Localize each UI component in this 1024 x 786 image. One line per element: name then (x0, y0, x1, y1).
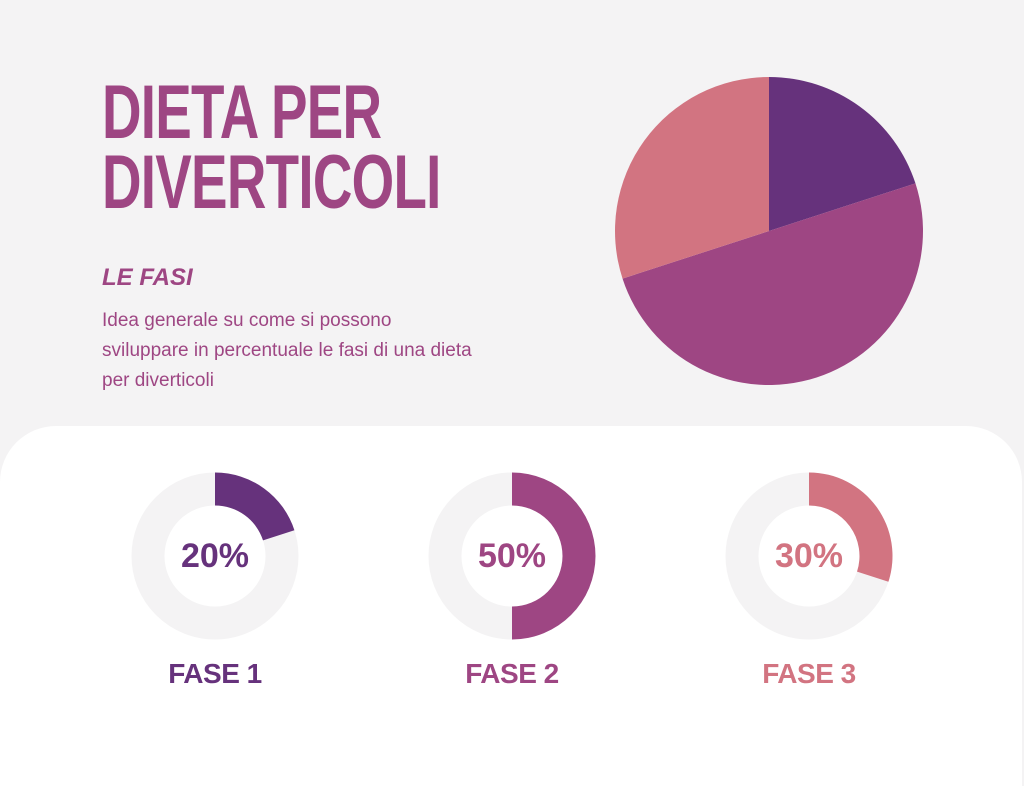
phase-2-donut: 50% (428, 472, 596, 640)
title-line-1: DIETA PER (102, 70, 382, 155)
page-title: DIETA PER DIVERTICOLI (102, 70, 441, 225)
phase-1-donut: 20% (131, 472, 299, 640)
phase-1-percent: 20% (180, 537, 250, 575)
phase-2: 50% FASE 2 (428, 472, 596, 690)
phase-2-label: FASE 2 (465, 658, 559, 689)
pie-slice-1 (769, 77, 916, 231)
phase-3-donut: 30% (725, 472, 893, 640)
main-pie-chart (615, 77, 923, 386)
pie-slice-3 (615, 77, 769, 279)
phase-1: 20% FASE 1 (131, 472, 299, 690)
donut-value-arc (809, 472, 893, 582)
phase-3-label: FASE 3 (762, 658, 856, 689)
donut-value-arc (215, 472, 295, 541)
phase-3: 30% FASE 3 (725, 472, 893, 690)
section-subtitle: LE FASI (102, 264, 193, 291)
phase-2-percent: 50% (477, 537, 547, 575)
title-line-2: DIVERTICOLI (102, 140, 441, 225)
description: Idea generale su come si possono svilupp… (102, 310, 472, 391)
phase-1-label: FASE 1 (168, 658, 262, 689)
donut-value-arc (512, 472, 596, 640)
pie-slice-2 (622, 183, 923, 386)
phase-3-percent: 30% (774, 537, 844, 575)
